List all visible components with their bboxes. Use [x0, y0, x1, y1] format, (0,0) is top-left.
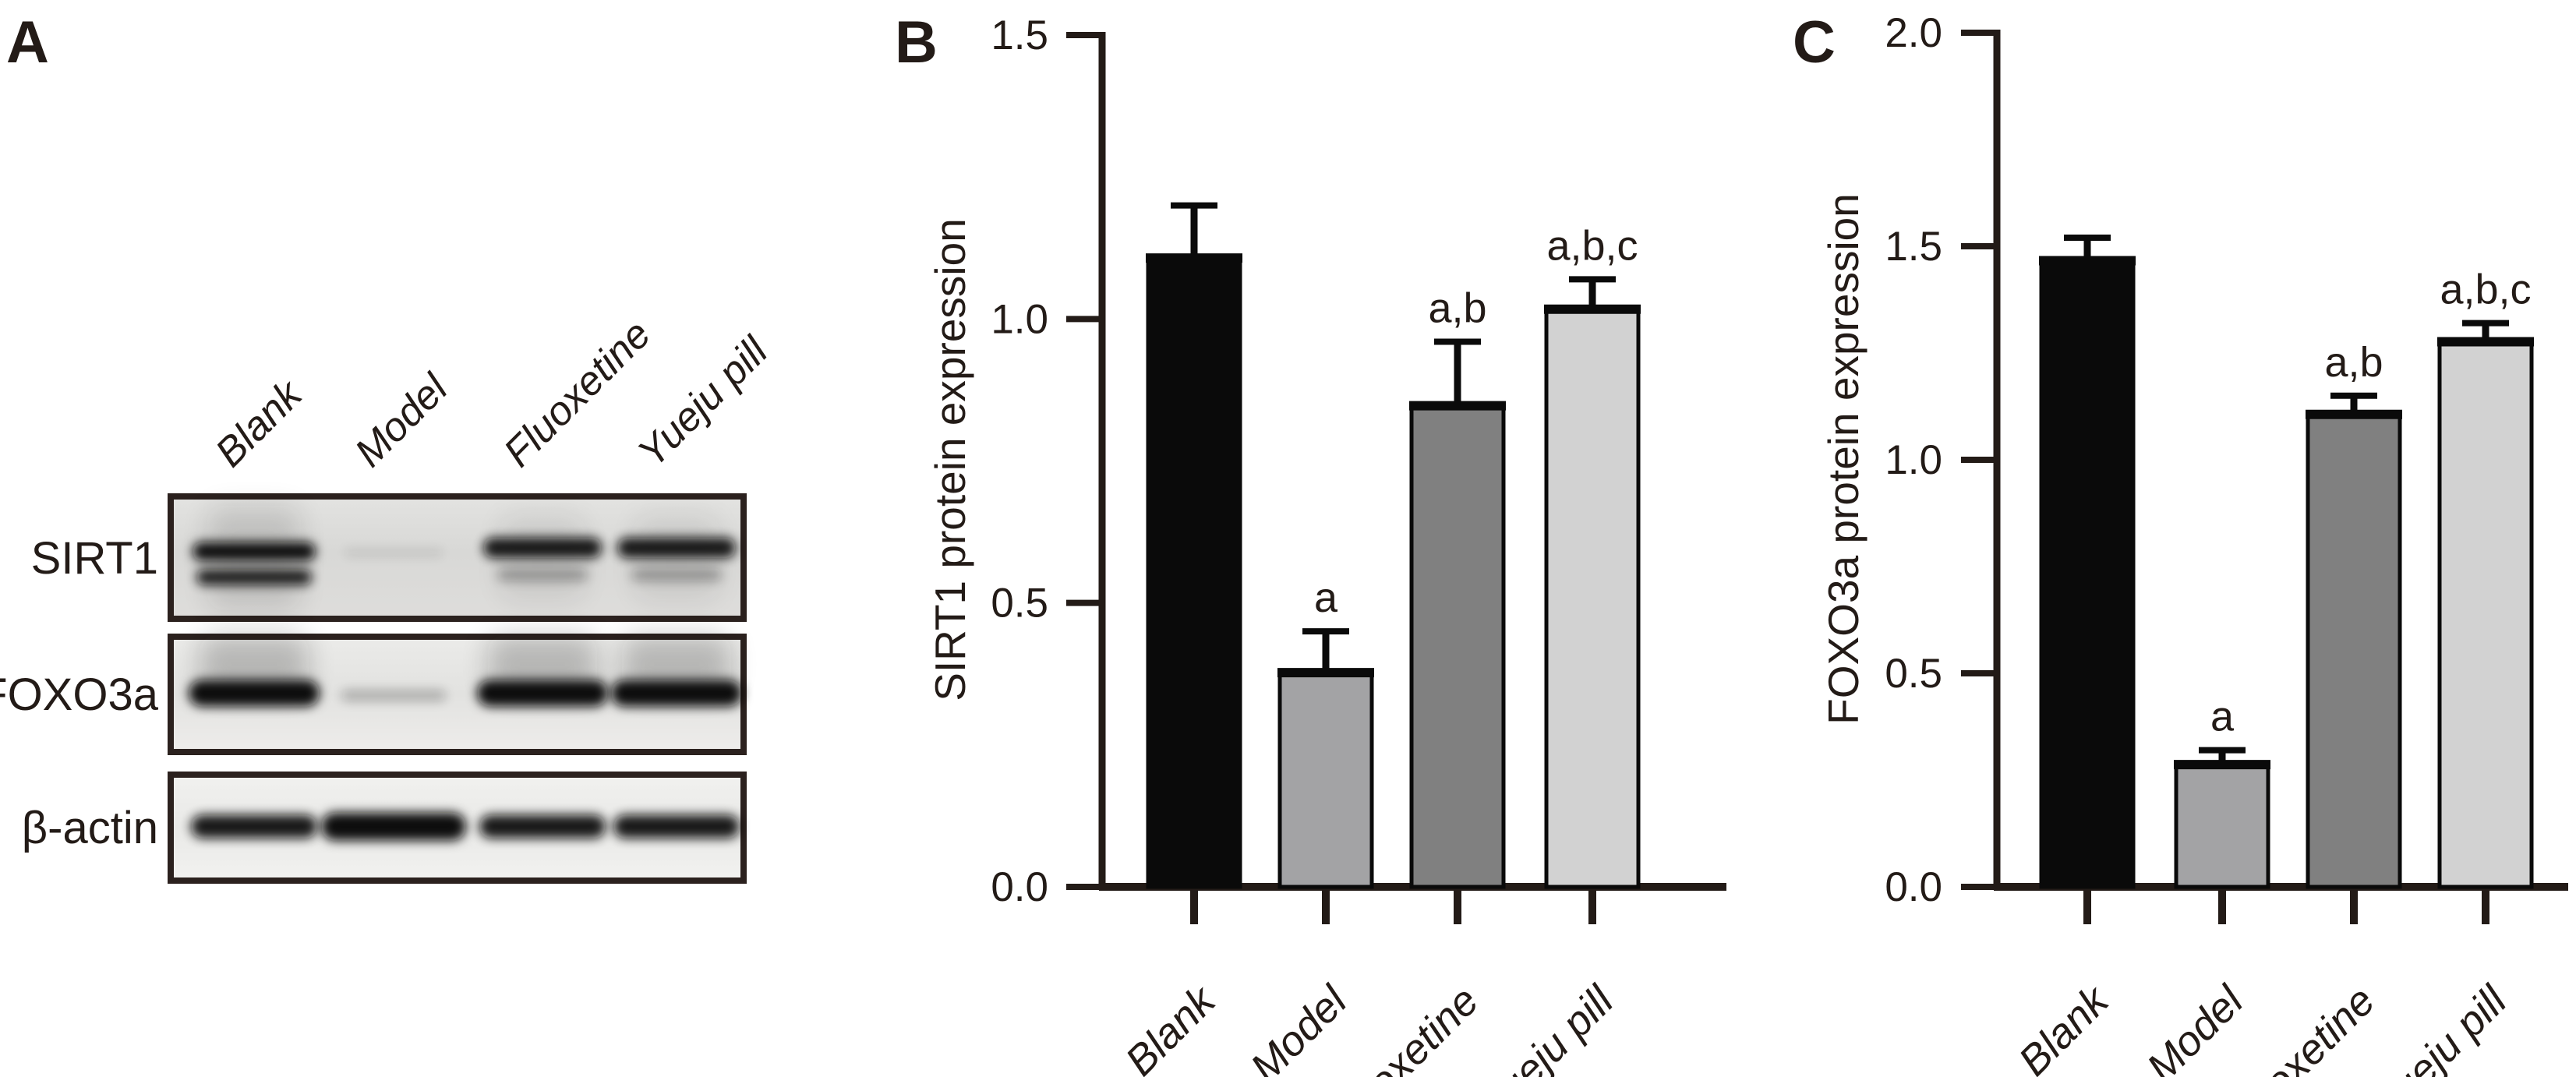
- blot-row-label-foxo3a: FOXO3a: [0, 669, 159, 720]
- blot-band: [479, 814, 606, 839]
- x-tick-label: Yueju pill: [2363, 976, 2517, 1077]
- significance-label: a,b: [2324, 339, 2383, 386]
- blot-band: [191, 814, 317, 839]
- panel-b-letter: B: [895, 9, 938, 76]
- blot-smear: [622, 635, 731, 694]
- lane-label-model: Model: [346, 365, 457, 475]
- x-tick-label: Yueju pill: [1470, 976, 1624, 1077]
- blot-band: [196, 569, 312, 585]
- panel-b-chart: B SIRT1 protein expression 0.0 0.5 1.0 1.5 B…: [895, 9, 1726, 1077]
- bar-yueju-pill: [1544, 305, 1641, 889]
- y-tick-label: 0.0: [1885, 864, 1942, 910]
- blot-membranes: [168, 493, 747, 884]
- significance-label: a,b,c: [1546, 222, 1638, 269]
- blot-band: [631, 568, 722, 581]
- y-tick-label: 0.0: [991, 864, 1048, 910]
- x-tick-label: Blank: [1117, 976, 1226, 1077]
- y-tick-label: 1.0: [1885, 437, 1942, 483]
- x-tick-label: Fluoxetine: [2214, 977, 2384, 1077]
- blot-smear: [488, 635, 597, 694]
- significance-label: a: [2210, 694, 2235, 740]
- lane-label-blank: Blank: [207, 370, 312, 475]
- bar-blank: [1146, 254, 1242, 889]
- panel-c-y-axis-title: FOXO3a protein expression: [1819, 193, 1868, 725]
- blot-band: [345, 549, 443, 557]
- x-tick-label: Fluoxetine: [1317, 977, 1488, 1077]
- blot-band: [613, 814, 740, 839]
- y-tick-label: 0.5: [1885, 651, 1942, 697]
- y-tick-label: 1.5: [1885, 224, 1942, 270]
- x-tick-label: Model: [1242, 976, 1357, 1077]
- significance-label: a,b: [1428, 284, 1486, 331]
- significance-label: a,b,c: [2440, 267, 2531, 313]
- panel-b-y-axis-title: SIRT1 protein expression: [926, 218, 974, 701]
- panel-c-chart: C FOXO3a protein expression 0.0 0.5 1.0 1.5…: [1793, 9, 2568, 1077]
- blot-row-1: [168, 634, 747, 755]
- blot-smear: [200, 635, 309, 694]
- y-tick-label: 2.0: [1885, 10, 1942, 56]
- significance-label: a: [1314, 574, 1338, 621]
- blot-band: [189, 680, 320, 707]
- blot-band: [497, 568, 588, 581]
- y-tick-label: 1.5: [991, 12, 1048, 58]
- blot-row-2: [168, 772, 747, 884]
- lane-label-fluoxetine: Fluoxetine: [495, 312, 659, 476]
- y-tick-label: 1.0: [991, 296, 1048, 342]
- blot-band: [321, 812, 466, 841]
- bar-yueju-pill: [2437, 338, 2534, 889]
- panel-c-plot-area: 0.0 0.5 1.0 1.5 2.0 Blank a Model a,b Fluoxetine a…: [1885, 10, 2568, 1077]
- blot-band: [477, 680, 608, 707]
- blot-row-label-sirt1: SIRT1: [31, 533, 158, 584]
- panel-c-letter: C: [1793, 9, 1836, 76]
- x-tick-label: Model: [2138, 976, 2253, 1077]
- panel-a-letter: A: [6, 9, 49, 76]
- y-tick-label: 0.5: [991, 581, 1048, 627]
- bar-model: [2174, 761, 2270, 889]
- blot-row-label-beta-actin: β-actin: [22, 803, 158, 853]
- panel-b-plot-area: 0.0 0.5 1.0 1.5 Blank a Model a,b Fluoxetine a,b,…: [991, 12, 1726, 1077]
- x-tick-label: Blank: [2010, 976, 2119, 1077]
- blot-row-0: [168, 493, 747, 622]
- blot-band: [483, 537, 602, 558]
- blot-band: [193, 542, 316, 561]
- blot-band: [341, 690, 446, 701]
- bar-fluoxetine: [2306, 411, 2402, 889]
- panel-a: A Blank Model Fluoxetine Yueju pill SIRT…: [0, 9, 777, 884]
- bar-blank: [2039, 256, 2136, 889]
- blot-band: [617, 537, 736, 558]
- blot-band: [611, 680, 742, 707]
- bar-fluoxetine: [1409, 402, 1506, 889]
- bar-model: [1277, 669, 1374, 889]
